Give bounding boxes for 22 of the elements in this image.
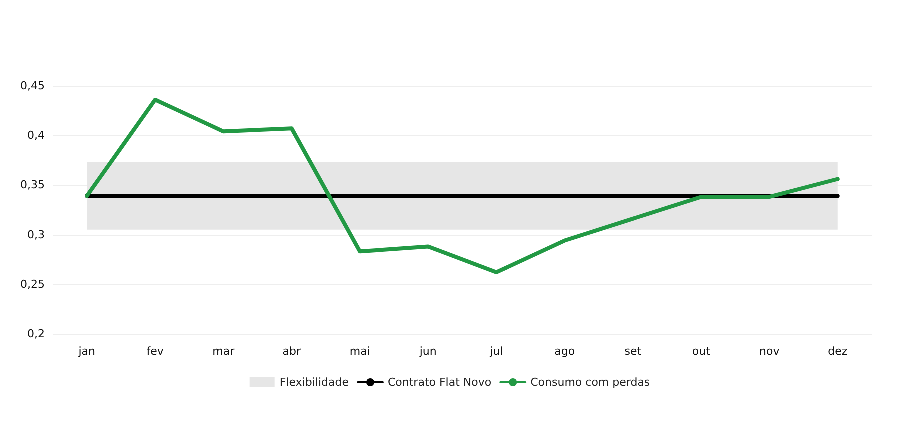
y-tick-label: 0,35 bbox=[20, 178, 45, 192]
x-tick-label: fev bbox=[146, 345, 164, 358]
x-tick-label: abr bbox=[282, 345, 302, 358]
y-tick-label: 0,45 bbox=[20, 80, 45, 92]
x-tick-label: out bbox=[692, 345, 712, 358]
line-series bbox=[85, 98, 840, 274]
x-tick-label: nov bbox=[760, 345, 780, 358]
x-tick-label: set bbox=[624, 345, 642, 358]
x-tick-label: jun bbox=[418, 345, 437, 358]
y-tick-label: 0,25 bbox=[20, 278, 45, 291]
x-tick-label: ago bbox=[554, 345, 576, 358]
y-tick-label: 0,2 bbox=[28, 328, 45, 340]
x-tick-label: jul bbox=[489, 345, 504, 358]
x-tick-label: jan bbox=[78, 345, 96, 358]
x-tick-label: mar bbox=[212, 345, 236, 358]
legend-label: Contrato Flat Novo bbox=[388, 376, 492, 389]
legend-label: Consumo com perdas bbox=[530, 376, 650, 389]
x-tick-label: mai bbox=[350, 345, 370, 358]
x-tick-label: dez bbox=[828, 345, 848, 358]
legend-label: Flexibilidade bbox=[280, 376, 350, 389]
y-tick-label: 0,3 bbox=[28, 228, 45, 242]
y-tick-label: 0,4 bbox=[28, 129, 45, 142]
